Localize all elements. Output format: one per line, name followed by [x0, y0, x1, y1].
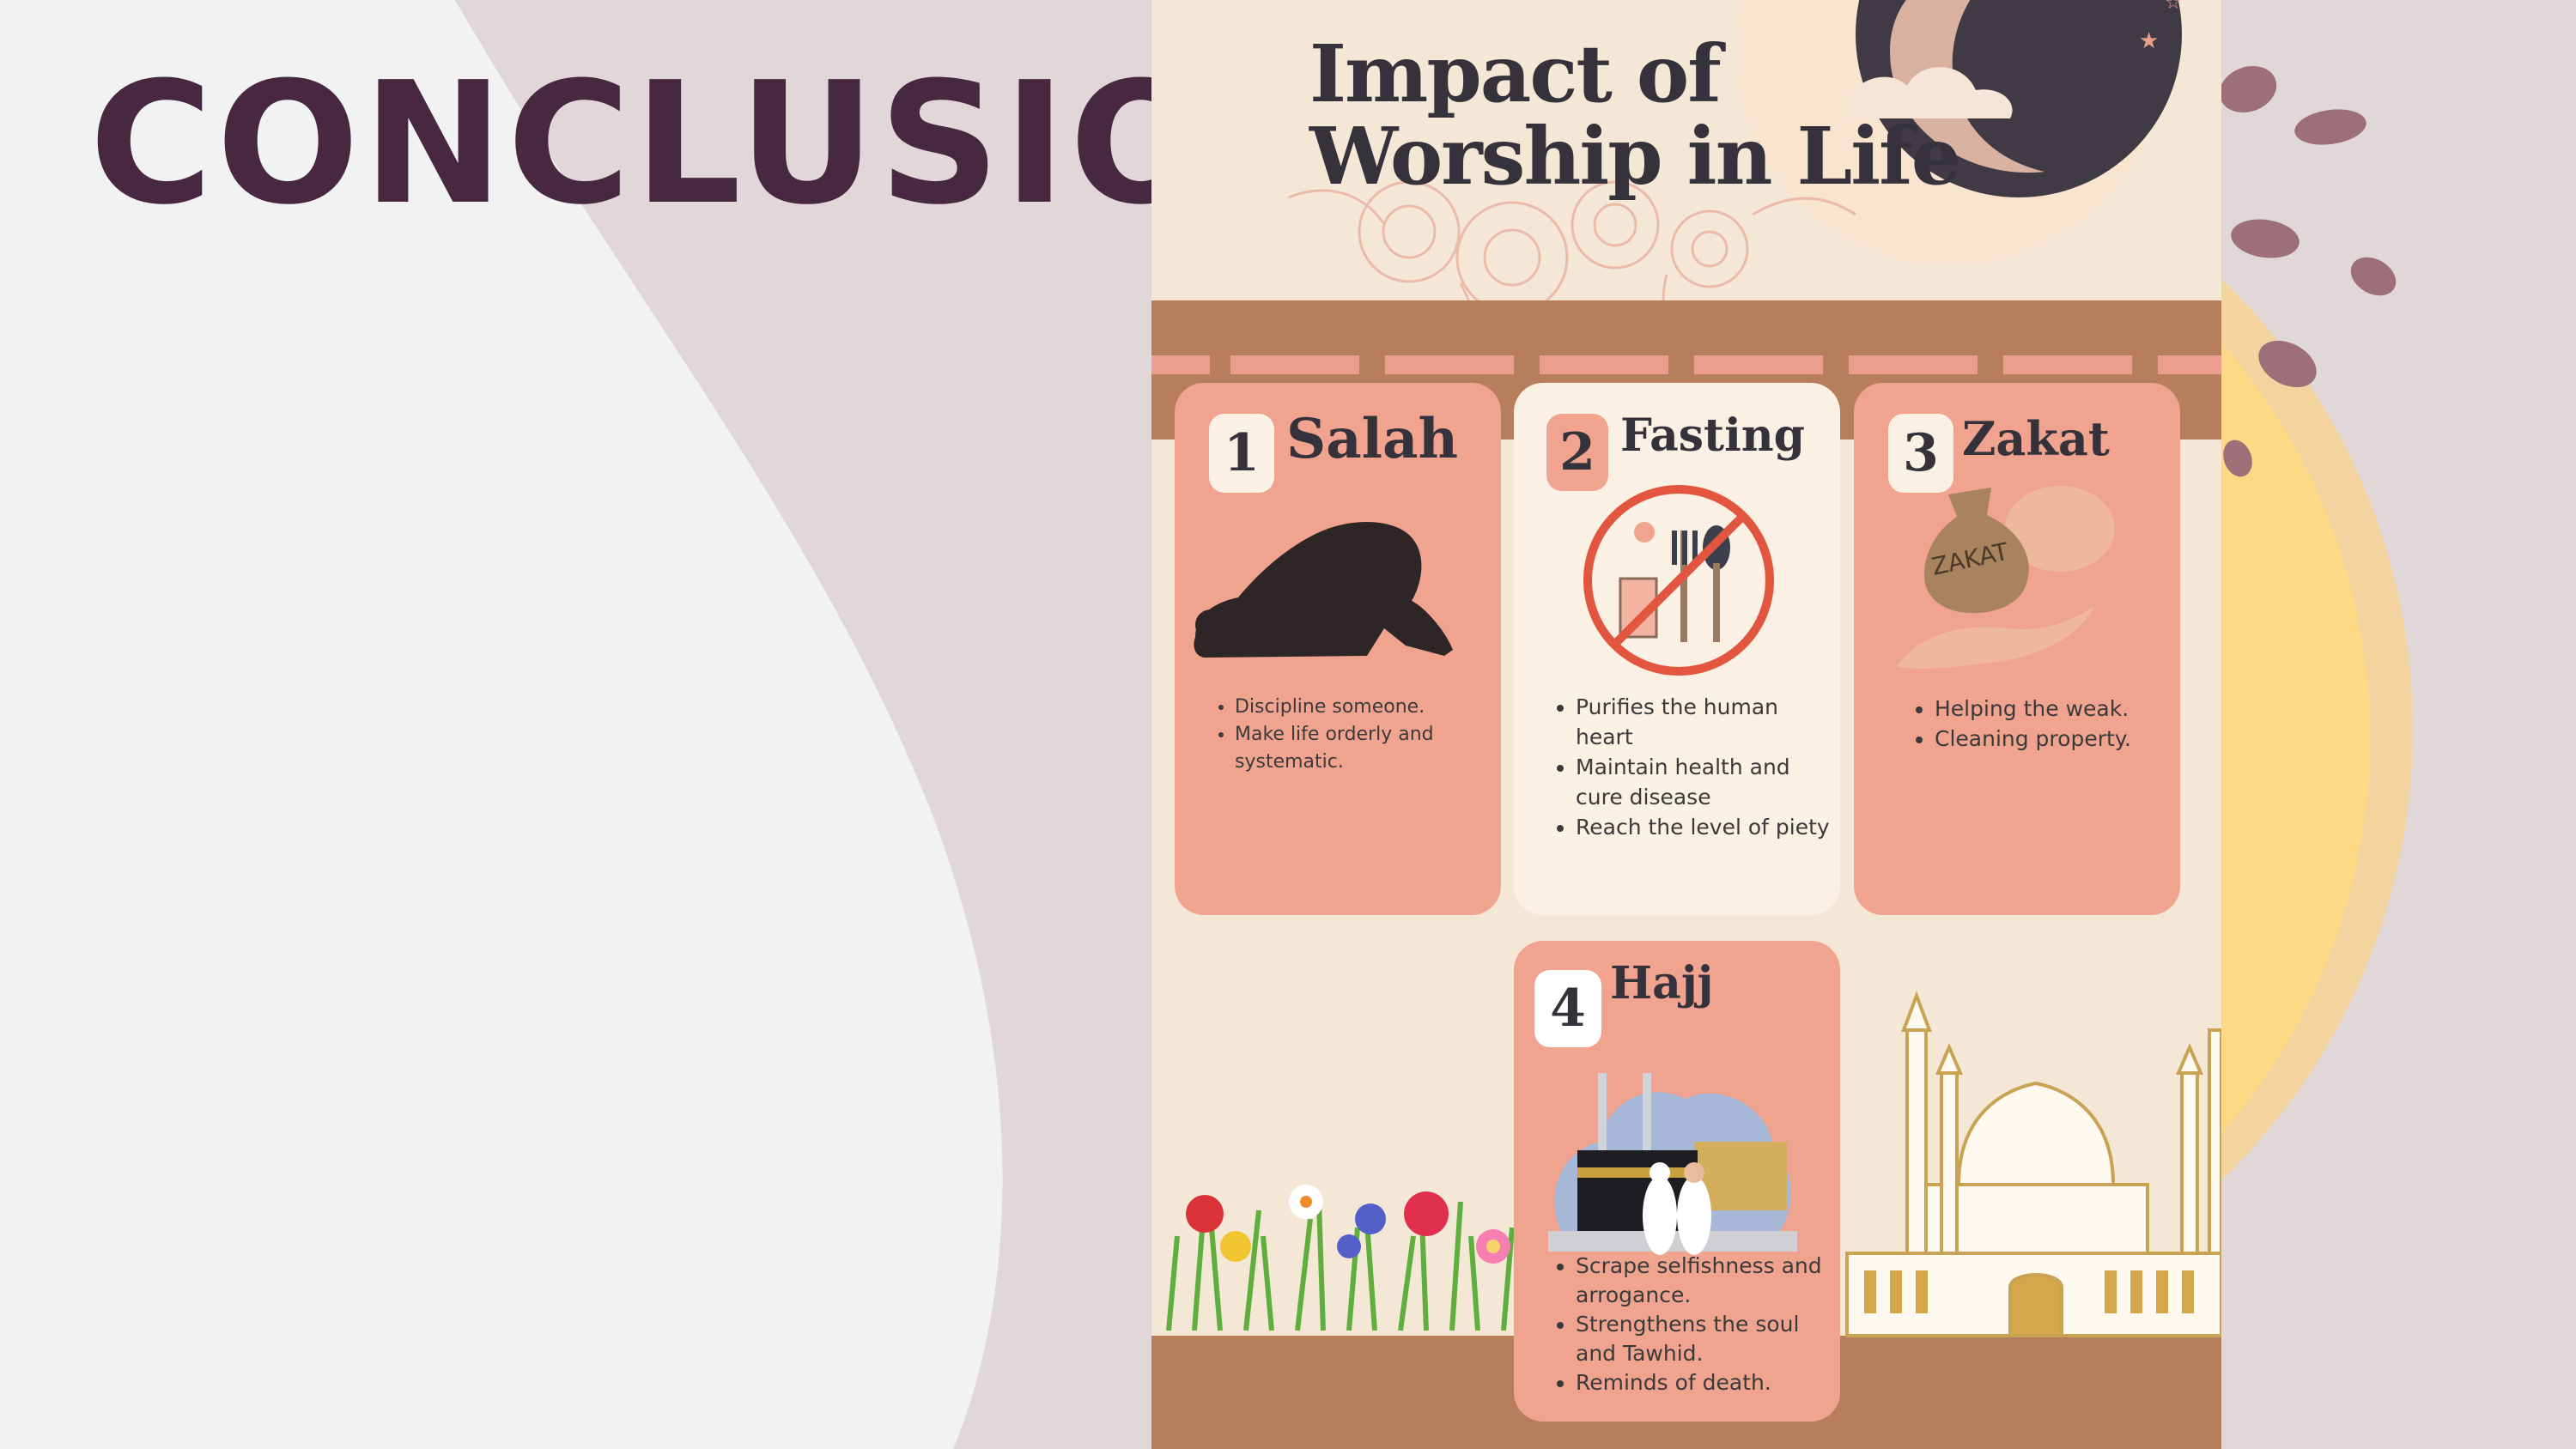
point-item: Purifies the human heart	[1576, 692, 1833, 752]
point-item: Reminds of death.	[1576, 1368, 1842, 1397]
card-points: Helping the weak. Cleaning property.	[1916, 694, 2184, 754]
no-eating-icon	[1583, 485, 1774, 676]
flower-outline	[1571, 180, 1660, 270]
kaaba-pilgrims-icon	[1548, 1073, 1797, 1255]
card-hajj: 4 Hajj Scrape selfishness and arrogance.…	[1514, 941, 1840, 1422]
poster-title-line1: Impact of	[1309, 27, 1722, 120]
poster-backdrop: ★ ☆	[1151, 0, 2221, 1449]
floral-line-art	[1288, 180, 1856, 404]
grass	[1166, 1201, 1515, 1331]
mosque-windows	[1864, 1270, 2194, 1313]
flower-outline	[1483, 228, 1541, 287]
minaret-top	[1901, 991, 1932, 1032]
minaret	[1940, 1071, 1959, 1255]
point-item: Scrape selfishness and arrogance.	[1576, 1252, 1842, 1310]
poster-title: Impact of Worship in Life	[1309, 27, 1961, 203]
point-item: Make life orderly and systematic.	[1235, 721, 1492, 776]
minaret	[2180, 1071, 2199, 1255]
card-title: Fasting	[1620, 409, 1805, 462]
slat	[1694, 355, 1823, 374]
flower-outline	[1358, 180, 1461, 283]
petal	[2350, 257, 2397, 296]
yellow-center	[1486, 1240, 1500, 1253]
prostrating-person-icon	[1194, 521, 1453, 658]
point-item: Helping the weak.	[1935, 694, 2184, 724]
card-points: Scrape selfishness and arrogance. Streng…	[1557, 1252, 1842, 1397]
star-outline-icon: ☆	[2165, 0, 2182, 14]
red-tulip-icon	[1186, 1195, 1224, 1233]
star-icon: ★	[2139, 28, 2159, 54]
window	[1916, 1270, 1928, 1313]
crescent-moon-icon	[1890, 0, 2044, 173]
window	[2156, 1270, 2168, 1313]
mosque-dome	[1956, 1081, 2116, 1186]
slat	[2158, 355, 2221, 374]
flower-outline	[1455, 201, 1569, 314]
window	[2130, 1270, 2142, 1313]
card-fasting: 2 Fasting Purifies the human heart Maint…	[1514, 383, 1840, 915]
beam-slats	[1151, 355, 2221, 374]
card-points: Discipline someone. Make life orderly an…	[1216, 694, 1492, 776]
petal	[2294, 109, 2366, 145]
slat	[1151, 355, 1210, 374]
blue-flower-icon	[1337, 1234, 1361, 1258]
beam-top	[1151, 300, 2221, 354]
background-white-wave	[0, 0, 1003, 1449]
card-points: Purifies the human heart Maintain health…	[1557, 692, 1833, 842]
blue-flower-icon	[1355, 1203, 1386, 1234]
slat	[1849, 355, 1978, 374]
card-title: Zakat	[1962, 411, 2110, 466]
point-item: Strengthens the soul and Tawhid.	[1576, 1310, 1842, 1368]
mosque-door	[2008, 1273, 2063, 1337]
petal	[2223, 440, 2252, 477]
flower-outline	[1593, 203, 1637, 247]
point-item: Cleaning property.	[1935, 724, 2184, 754]
card-number-badge: 3	[1888, 414, 1953, 493]
window	[2182, 1270, 2194, 1313]
petal	[2258, 340, 2317, 388]
cloud-icon	[1847, 67, 2013, 118]
flower-outline	[1382, 204, 1437, 259]
card-title: Salah	[1286, 407, 1458, 471]
flower-outline	[1691, 230, 1728, 268]
slat	[2003, 355, 2132, 374]
poster-title-line2: Worship in Life	[1309, 110, 1961, 203]
minaret	[2208, 1028, 2221, 1255]
flower-outline	[1670, 209, 1749, 288]
card-number-badge: 1	[1209, 414, 1274, 493]
slat	[1230, 355, 1359, 374]
minaret-top	[1935, 1042, 1964, 1075]
slide-title: CONCLUSION	[89, 46, 1361, 242]
window	[1864, 1270, 1876, 1313]
point-item: Reach the level of piety	[1576, 812, 1833, 842]
card-salah: 1 Salah Discipline someone. Make life or…	[1175, 383, 1501, 915]
petal	[2231, 219, 2300, 258]
minaret	[1905, 1028, 1928, 1255]
card-number-badge: 4	[1534, 970, 1601, 1047]
window	[1890, 1270, 1902, 1313]
window	[2105, 1270, 2117, 1313]
zakat-bag-icon: ZAKAT	[1897, 486, 2115, 669]
leaf-outline	[1288, 189, 1385, 224]
flower-garden	[1166, 1185, 1515, 1331]
minaret-top	[2175, 1042, 2204, 1075]
yellow-flower-icon	[1220, 1231, 1251, 1262]
red-flower-icon	[1404, 1191, 1449, 1236]
petal	[2219, 65, 2277, 113]
infographic-poster: ★ ☆	[1151, 0, 2221, 1449]
card-zakat: 3 Zakat ZAKAT Helping the weak. Cleaning…	[1854, 383, 2180, 915]
orange-center	[1300, 1196, 1312, 1208]
leaf-outline	[1752, 197, 1856, 216]
petals-decoration	[2219, 65, 2397, 477]
card-number-badge: 2	[1546, 414, 1608, 491]
point-item: Maintain health and cure disease	[1576, 752, 1833, 812]
point-item: Discipline someone.	[1235, 694, 1492, 721]
card-title: Hajj	[1610, 957, 1714, 1009]
slat	[1540, 355, 1668, 374]
slat	[1385, 355, 1514, 374]
